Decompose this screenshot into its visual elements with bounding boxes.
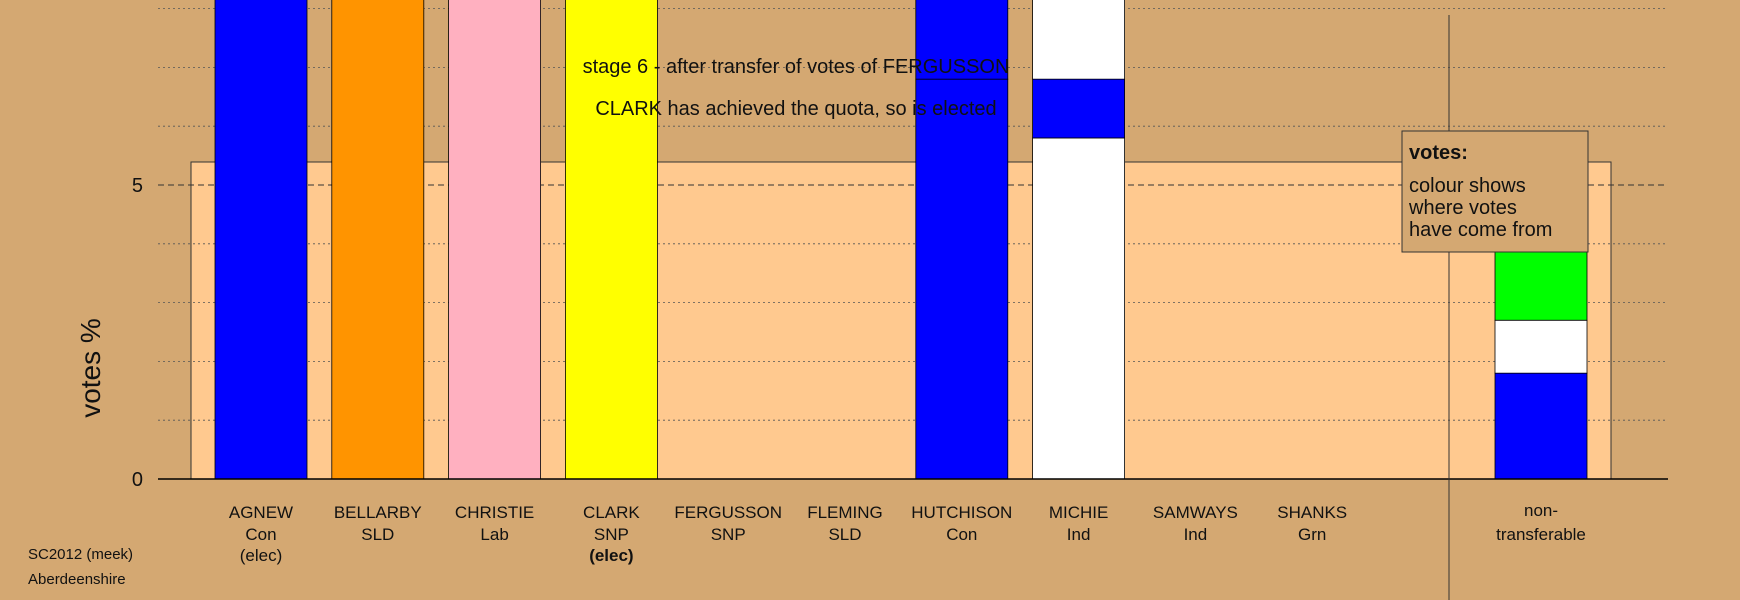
candidate-status-label: (elec): [589, 546, 633, 565]
candidate-party-label: Ind: [1184, 525, 1208, 544]
legend-line: colour shows: [1409, 175, 1526, 197]
candidate-name-label: CLARK: [583, 503, 640, 522]
footer-line: SC2012 (meek): [28, 546, 133, 563]
legend-title: votes:: [1409, 142, 1468, 164]
y-tick-label: 5: [132, 175, 143, 197]
bar-segment: [1032, 0, 1125, 80]
candidate-party-label: Ind: [1067, 525, 1091, 544]
candidate-party-label: SLD: [828, 525, 861, 544]
candidate-name-label: FERGUSSON: [674, 503, 782, 522]
candidate-party-label: Lab: [480, 525, 508, 544]
nontransferable-label: transferable: [1496, 525, 1586, 544]
legend-box: [1401, 130, 1589, 253]
y-tick-label: 0: [132, 469, 143, 491]
candidate-name-label: FLEMING: [807, 503, 883, 522]
bar-segment: [915, 78, 1009, 480]
candidate-name-label: MICHIE: [1049, 503, 1109, 522]
candidate-party-label: SNP: [711, 525, 746, 544]
candidate-labels: AGNEW Con (elec) BELLARBY SLD CHRISTIE Lab CLAR…: [229, 501, 1586, 565]
nontransferable-label: non-: [1524, 501, 1558, 520]
y-axis: 0510152025: [132, 175, 143, 491]
bar-segment: [214, 0, 308, 480]
bar-segment: [1494, 372, 1588, 480]
candidate-status-label: (elec): [240, 546, 283, 565]
chart-title: stage 6 - after transfer of votes of FER…: [583, 56, 1010, 78]
candidate-party-label: SNP: [594, 525, 629, 544]
candidate-name-label: AGNEW: [229, 503, 293, 522]
plot-panel: [190, 161, 1612, 480]
legend-line: have come from: [1409, 219, 1552, 241]
bar-segment: [1032, 137, 1125, 480]
legend: votes: colour shows where votes have com…: [1401, 130, 1589, 253]
bar-segment: [448, 0, 542, 480]
bars: [214, 0, 1588, 480]
candidate-name-label: BELLARBY: [334, 503, 422, 522]
legend-line: where votes: [1408, 197, 1517, 219]
bar-segment: [1032, 78, 1125, 139]
y-axis-label: votes %: [75, 318, 106, 418]
chart-subtitle: CLARK has achieved the quota, so is elec…: [595, 98, 996, 120]
candidate-name-label: CHRISTIE: [455, 503, 534, 522]
candidate-party-label: SLD: [361, 525, 394, 544]
candidate-name-label: HUTCHISON: [911, 503, 1012, 522]
bar-segment: [331, 0, 425, 480]
candidate-name-label: SHANKS: [1277, 503, 1347, 522]
bar-segment: [565, 0, 658, 480]
footer-line: Aberdeenshire: [28, 571, 126, 588]
candidate-name-label: SAMWAYS: [1153, 503, 1238, 522]
candidate-party-label: Grn: [1298, 525, 1326, 544]
bar-segment: [915, 0, 1009, 80]
candidate-party-label: Con: [946, 525, 977, 544]
candidate-party-label: Con: [245, 525, 276, 544]
bar-segment: [1494, 319, 1588, 374]
